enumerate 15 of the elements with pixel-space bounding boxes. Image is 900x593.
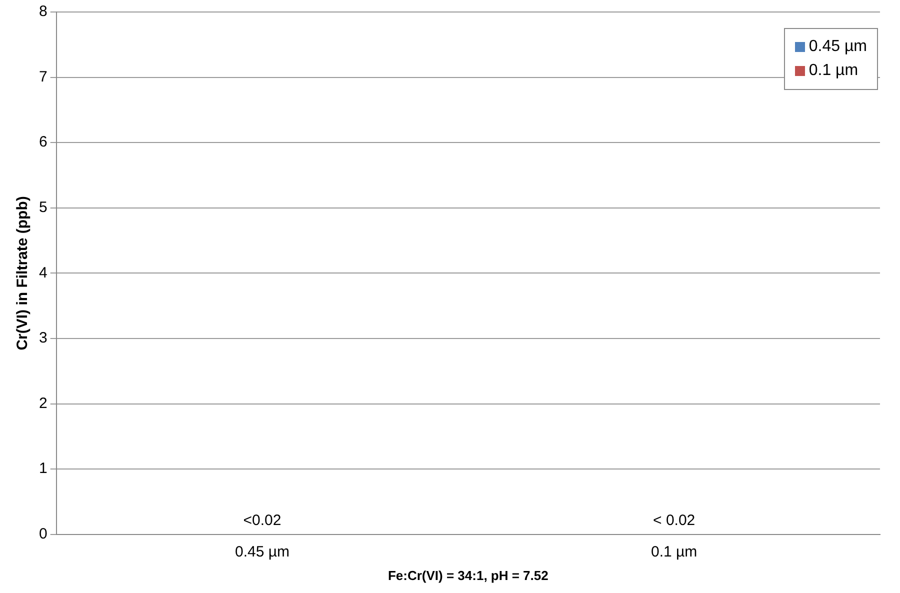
y-tick-label: 8: [39, 3, 48, 20]
x-axis-title: Fe:Cr(VI) = 34:1, pH = 7.52: [388, 568, 548, 583]
y-tick-label: 1: [39, 460, 48, 478]
y-tick-label: 5: [39, 199, 48, 216]
y-tick-label: 7: [39, 68, 48, 86]
y-tick-label: 3: [39, 330, 48, 347]
legend-label: 0.45 µm: [808, 37, 867, 57]
data-label: < 0.02: [653, 512, 696, 530]
y-tick-label: 2: [39, 394, 48, 412]
y-tick-label: 4: [39, 264, 48, 282]
data-label: <0.02: [243, 512, 282, 530]
legend-label: 0.1 µm: [808, 61, 858, 81]
y-tick-label: 0: [39, 526, 48, 543]
y-tick-label: 6: [39, 134, 48, 151]
y-axis-title: Cr(VI) in Filtrate (ppb): [14, 196, 32, 350]
